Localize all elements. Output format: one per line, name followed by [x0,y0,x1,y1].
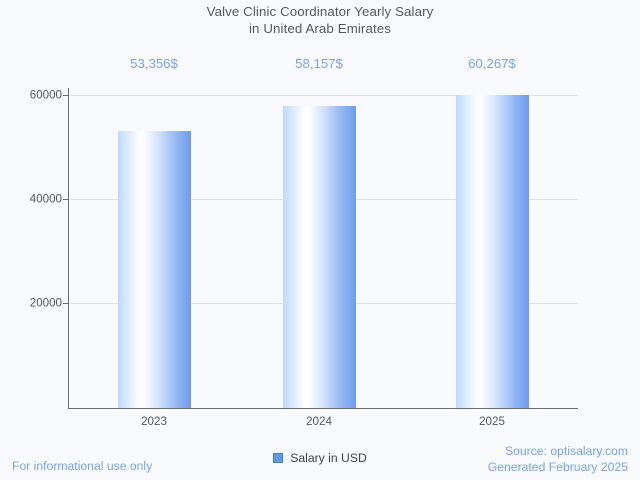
y-tick-label-40000: 40000 [29,192,62,206]
y-axis-line [68,88,70,408]
legend-swatch-icon [273,453,284,463]
footer-generated-date: Generated February 2025 [487,459,628,474]
chart-title: Valve Clinic Coordinator Yearly Salary i… [0,3,640,37]
y-tick-label-60000: 60000 [29,88,62,102]
y-tick-mark-60000 [63,95,68,97]
legend-item-salary-in-usd[interactable]: Salary in USD [273,451,367,465]
footer-attribution: Source: optisalary.com Generated Februar… [488,444,628,475]
bar-value-label-2023: 53,356$ [130,56,178,71]
bar-2023[interactable] [118,131,191,408]
x-tick-label-2025: 2025 [479,415,505,428]
chart-legend: Salary in USD [0,451,640,465]
y-tick-mark-20000 [63,303,68,305]
gridline-60000 [68,95,578,96]
y-axis-labels: 60000 40000 20000 [0,88,62,408]
bar-2024[interactable] [283,106,356,408]
x-tick-label-2024: 2024 [306,415,332,428]
bar-value-label-2024: 58,157$ [295,56,343,71]
x-tick-label-2023: 2023 [141,415,167,428]
x-axis-line [68,408,578,410]
chart-title-line-2: in United Arab Emirates [249,21,391,36]
chart-title-line-1: Valve Clinic Coordinator Yearly Salary [206,4,434,19]
legend-item-label: Salary in USD [290,451,367,465]
footer-disclaimer: For informational use only [12,459,153,473]
y-tick-label-20000: 20000 [29,296,62,310]
y-tick-mark-40000 [63,199,68,201]
bar-2025[interactable] [456,95,529,408]
plot-area [63,88,578,410]
bar-value-label-2025: 60,267$ [468,56,516,71]
footer-source: Source: optisalary.com [504,444,628,458]
